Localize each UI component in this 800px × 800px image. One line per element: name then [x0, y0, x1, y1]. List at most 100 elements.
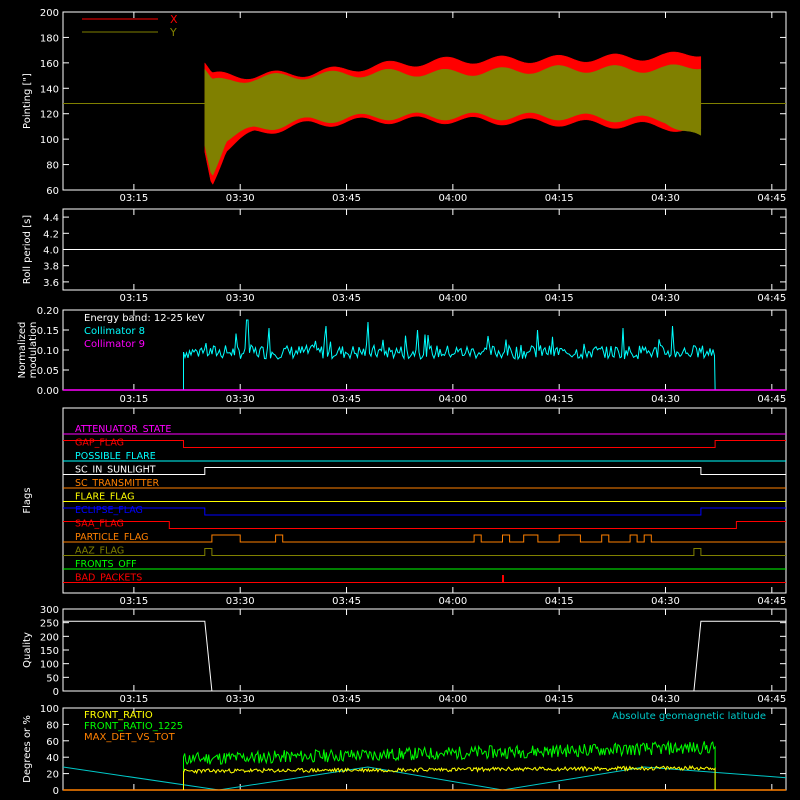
flags-xtick-label: 03:15	[119, 596, 148, 607]
flag-line-saa-flag	[63, 521, 786, 529]
quality-ytick-label: 200	[40, 632, 59, 643]
pointing-xtick-label: 03:15	[119, 193, 148, 204]
pointing-xtick-label: 04:45	[757, 193, 786, 204]
ratios-ytick-label: 60	[46, 737, 59, 748]
modulation-xtick-label: 03:30	[226, 394, 255, 405]
modulation-xtick-label: 04:15	[545, 394, 574, 405]
flag-label-aaz-flag: AAZ_FLAG	[75, 546, 124, 557]
quality-ylabel: Quality	[22, 632, 33, 668]
roll-xtick-label: 04:00	[438, 293, 467, 304]
roll-xtick-label: 04:45	[757, 293, 786, 304]
flags-xtick-label: 04:00	[438, 596, 467, 607]
pointing-xtick-label: 04:30	[651, 193, 680, 204]
modulation-ytick-label: 0.15	[37, 326, 59, 337]
flag-label-fronts-off: FRONTS_OFF	[75, 559, 137, 570]
pointing-xtick-label: 03:30	[226, 193, 255, 204]
pointing-xtick-label: 04:15	[545, 193, 574, 204]
quality-xtick-label: 04:15	[545, 694, 574, 705]
quality-ytick-label: 250	[40, 619, 59, 630]
modulation-legend-collimator-8: Collimator 8	[84, 326, 145, 337]
flag-label-sc-transmitter: SC_TRANSMITTER	[75, 478, 160, 489]
ratios-ytick-label: 0	[53, 786, 59, 797]
flags-frame	[62, 407, 787, 594]
modulation-ytick-label: 0.00	[37, 386, 59, 397]
quality-ytick-label: 300	[40, 605, 59, 616]
pointing-legend-label-x: X	[170, 13, 178, 26]
flag-label-eclipse-flag: ECLIPSE_FLAG	[75, 505, 143, 516]
ratios-series-front-ratio	[183, 764, 716, 791]
quality-ytick-label: 50	[46, 673, 59, 684]
pointing-ytick-label: 160	[40, 59, 59, 70]
quality-ytick-label: 150	[40, 646, 59, 657]
flag-label-sc-in-sunlight: SC_IN_SUNLIGHT	[75, 465, 156, 476]
ratios-ylabel: Degrees or %	[22, 715, 33, 783]
roll-ylabel: Roll period [s]	[22, 215, 33, 284]
flag-line-eclipse-flag	[63, 507, 786, 516]
flag-line-particle-flag	[63, 534, 786, 543]
roll-ytick-label: 3.8	[43, 262, 59, 273]
flag-label-bad-packets: BAD_PACKETS	[75, 573, 142, 584]
quality-xtick-label: 03:15	[119, 694, 148, 705]
pointing-ytick-label: 180	[40, 33, 59, 44]
modulation-ytick-label: 0.05	[37, 366, 59, 377]
pointing-series-y	[204, 64, 702, 176]
ratios-annotation: Absolute geomagnetic latitude	[612, 711, 766, 722]
modulation-ylabel: Normalized	[17, 322, 28, 379]
modulation-xtick-label: 04:45	[757, 394, 786, 405]
modulation-ytick-label: 0.10	[37, 346, 59, 357]
modulation-xtick-label: 04:00	[438, 394, 467, 405]
quality-xtick-label: 04:45	[757, 694, 786, 705]
modulation-legend-collimator-9: Collimator 9	[84, 339, 145, 350]
flag-line-gap-flag	[63, 440, 786, 448]
flags-xtick-label: 04:15	[545, 596, 574, 607]
flags-xtick-label: 03:30	[226, 596, 255, 607]
flags-xtick-label: 03:45	[332, 596, 361, 607]
modulation-ytick-label: 0.20	[37, 306, 59, 317]
roll-ytick-label: 4.0	[43, 246, 59, 257]
roll-xtick-label: 04:15	[545, 293, 574, 304]
ratios-legend-max-det-vs-tot: MAX_DET_VS_TOT	[84, 732, 176, 743]
modulation-xtick-label: 03:45	[332, 394, 361, 405]
quality-ytick-label: 0	[53, 687, 59, 698]
modulation-series-collimator-8	[183, 319, 716, 391]
ratios-ytick-label: 20	[46, 770, 59, 781]
quality-xtick-label: 03:45	[332, 694, 361, 705]
flag-label-flare-flag: FLARE_FLAG	[75, 492, 135, 503]
ratios-legend-front-ratio-1225: FRONT_RATIO_1225	[84, 721, 183, 732]
pointing-xtick-label: 04:00	[438, 193, 467, 204]
flag-line-aaz-flag	[63, 548, 786, 556]
flag-label-particle-flag: PARTICLE_FLAG	[75, 532, 148, 543]
flags-xtick-label: 04:45	[757, 596, 786, 607]
flag-label-attenuator-state: ATTENUATOR_STATE	[75, 424, 171, 435]
ratios-legend-front-ratio: FRONT_RATIO	[84, 710, 153, 721]
pointing-xtick-label: 03:45	[332, 193, 361, 204]
quality-line	[63, 620, 786, 692]
modulation-ylabel: modulation	[28, 322, 39, 379]
pointing-frame	[62, 11, 787, 191]
roll-xtick-label: 04:30	[651, 293, 680, 304]
flag-line-sc-in-sunlight	[63, 467, 786, 475]
roll-ytick-label: 4.2	[43, 229, 59, 240]
roll-xtick-label: 03:45	[332, 293, 361, 304]
pointing-ytick-label: 200	[40, 8, 59, 19]
pointing-ytick-label: 60	[46, 186, 59, 197]
pointing-legend-label-y: Y	[169, 26, 177, 39]
modulation-xtick-label: 04:30	[651, 394, 680, 405]
pointing-ylabel: Pointing ["]	[22, 73, 33, 129]
flag-line-bad-packets	[63, 575, 786, 583]
ratios-ytick-label: 100	[40, 704, 59, 715]
pointing-ytick-label: 120	[40, 110, 59, 121]
pointing-ytick-label: 100	[40, 135, 59, 146]
modulation-xtick-label: 03:15	[119, 394, 148, 405]
flag-label-possible-flare: POSSIBLE_FLARE	[75, 451, 156, 462]
quality-ytick-label: 100	[40, 660, 59, 671]
quality-xtick-label: 04:00	[438, 694, 467, 705]
roll-xtick-label: 03:15	[119, 293, 148, 304]
quality-xtick-label: 03:30	[226, 694, 255, 705]
ratios-ytick-label: 40	[46, 753, 59, 764]
roll-ytick-label: 4.4	[43, 213, 59, 224]
roll-xtick-label: 03:30	[226, 293, 255, 304]
flags-ylabel: Flags	[22, 487, 33, 513]
